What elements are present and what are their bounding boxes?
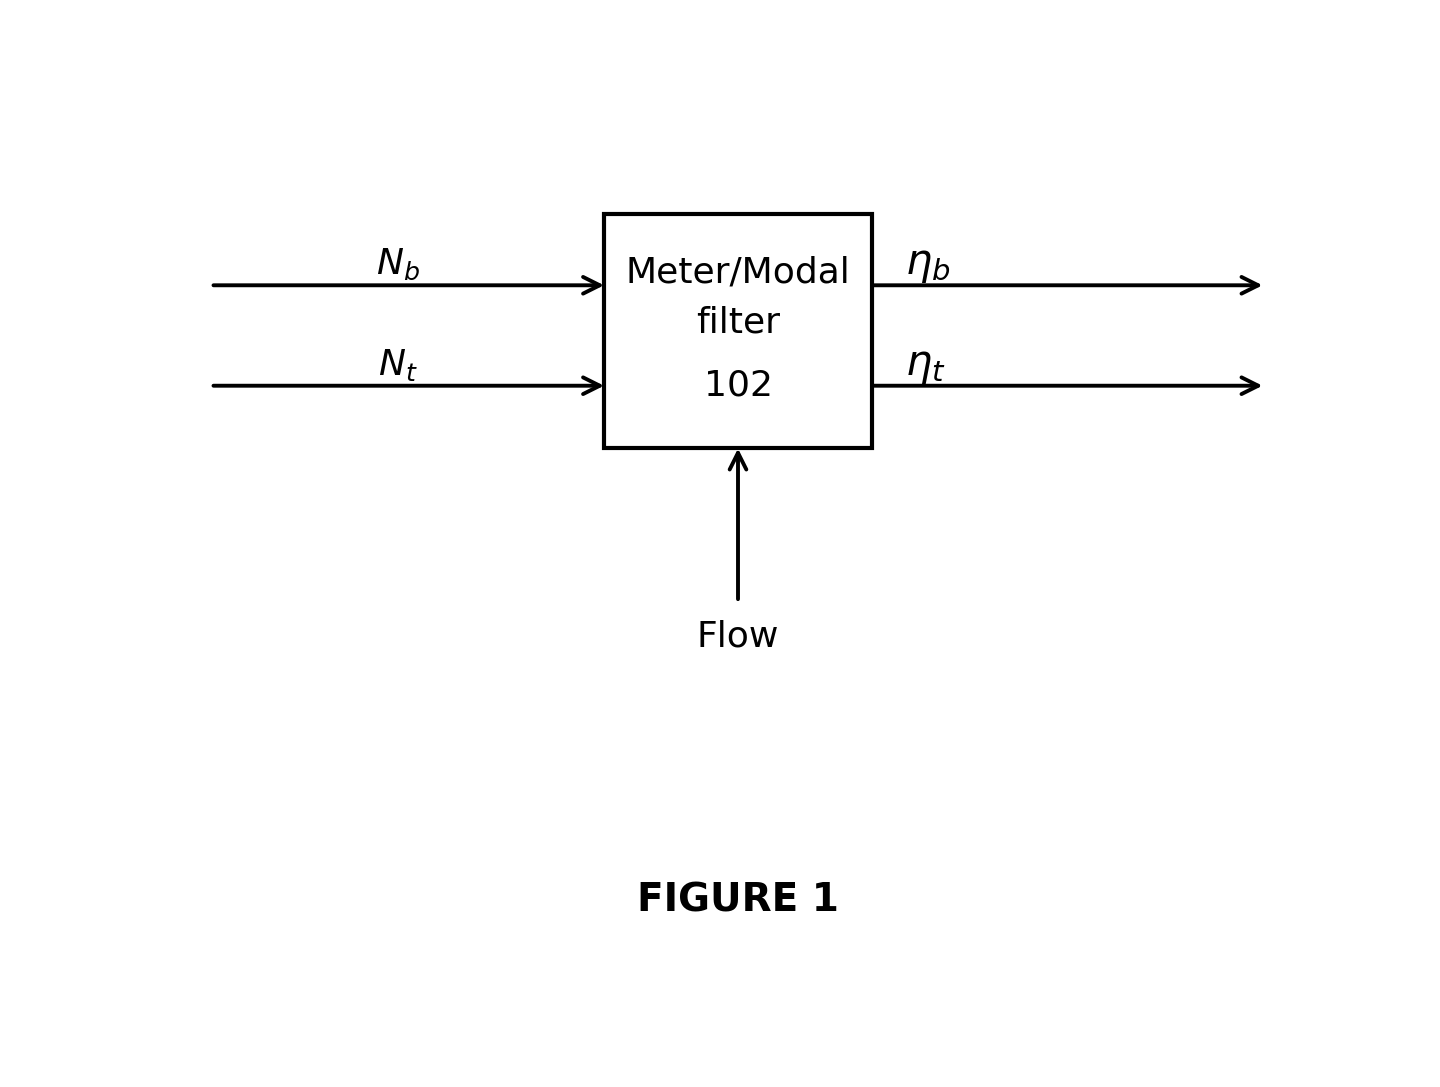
Text: $\eta_b$: $\eta_b$ bbox=[906, 243, 950, 286]
Text: filter: filter bbox=[696, 305, 780, 340]
Text: $N_b$: $N_b$ bbox=[376, 247, 419, 282]
Text: $\eta_t$: $\eta_t$ bbox=[906, 343, 946, 386]
Text: FIGURE 1: FIGURE 1 bbox=[636, 882, 840, 920]
Text: 102: 102 bbox=[704, 368, 772, 402]
Text: $N_t$: $N_t$ bbox=[377, 347, 418, 383]
Text: Meter/Modal: Meter/Modal bbox=[625, 255, 851, 290]
Text: Flow: Flow bbox=[697, 620, 779, 653]
Bar bbox=[605, 214, 871, 449]
